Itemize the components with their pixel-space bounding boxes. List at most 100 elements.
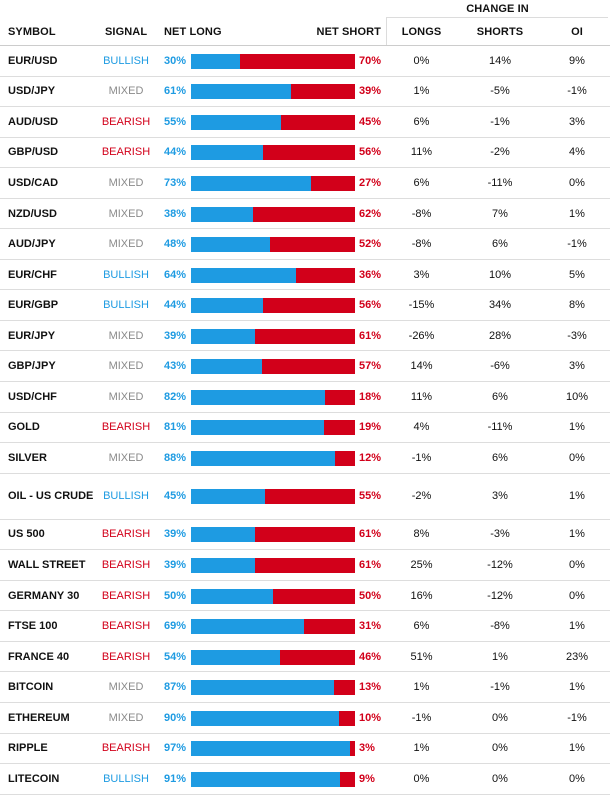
longs-change: -8% [411,238,432,251]
symbol-cell[interactable]: AUD/USD [8,115,59,128]
symbol-cell[interactable]: USD/CAD [8,176,59,189]
symbol-cell[interactable]: GERMANY 30 [8,589,80,602]
table-row[interactable]: RIPPLE BEARISH 97% 3% 1% 0% 1% [0,734,610,765]
table-row[interactable]: LITECOIN BULLISH 91% 9% 0% 0% 0% [0,764,610,795]
symbol-cell[interactable]: LITECOIN [8,772,60,785]
net-short-bar [340,771,355,787]
shorts-change: 14% [488,54,512,67]
symbol-cell[interactable]: AUD/JPY [8,238,56,251]
signal-cell: BEARISH [101,421,151,434]
signal-cell: MIXED [108,329,144,342]
table-row[interactable]: BITCOIN MIXED 87% 13% 1% -1% 1% [0,672,610,703]
net-short-bar [338,710,355,726]
net-short-bar [254,527,355,543]
symbol-cell[interactable]: USD/JPY [8,85,56,98]
symbol-cell[interactable]: EUR/JPY [8,329,56,342]
symbol-cell[interactable]: GOLD [8,421,40,434]
symbol-cell[interactable]: RIPPLE [8,742,48,755]
symbol-cell[interactable]: EUR/GBP [8,299,59,312]
symbol-cell[interactable]: SILVER [8,451,47,464]
net-short-value: 18% [359,390,382,403]
oi-change: 10% [565,390,589,403]
table-row[interactable]: USD/CHF MIXED 82% 18% 11% 6% 10% [0,382,610,413]
oi-change: 1% [569,528,585,541]
net-long-value: 45% [164,490,187,503]
table-row[interactable]: USD/CAD MIXED 73% 27% 6% -11% 0% [0,168,610,199]
longs-change: -2% [411,490,432,503]
longs-change: 16% [410,589,433,602]
signal-header[interactable]: SIGNAL [105,26,148,38]
symbol-cell[interactable]: GBP/JPY [8,360,56,373]
net-long-value: 44% [164,299,187,312]
oi-change: -1% [567,238,587,251]
table-row[interactable]: SILVER MIXED 88% 12% -1% 6% 0% [0,443,610,474]
table-row[interactable]: EUR/USD BULLISH 30% 70% 0% 14% 9% [0,46,610,77]
oi-header[interactable]: OI [571,26,583,38]
table-row[interactable]: AUD/USD BEARISH 55% 45% 6% -1% 3% [0,107,610,138]
table-row[interactable]: FTSE 100 BEARISH 69% 31% 6% -8% 1% [0,611,610,642]
net-short-value: 36% [359,268,382,281]
table-row[interactable]: ETHEREUM MIXED 90% 10% -1% 0% -1% [0,703,610,734]
symbol-cell[interactable]: EUR/USD [8,54,58,67]
net-long-value: 44% [164,146,187,159]
net-short-bar [323,420,355,436]
table-row[interactable]: WALL STREET BEARISH 39% 61% 25% -12% 0% [0,550,610,581]
longs-header[interactable]: LONGS [401,26,442,38]
net-long-bar [191,359,262,375]
signal-cell: MIXED [108,451,144,464]
symbol-cell[interactable]: FRANCE 40 [8,650,70,663]
symbol-header[interactable]: SYMBOL [8,26,56,38]
sentiment-bar [191,175,355,191]
table-row[interactable]: EUR/CHF BULLISH 64% 36% 3% 10% 5% [0,260,610,291]
table-row[interactable]: NZD/USD MIXED 38% 62% -8% 7% 1% [0,199,610,230]
table-row[interactable]: USD/JPY MIXED 61% 39% 1% -5% -1% [0,77,610,108]
table-row[interactable]: GBP/JPY MIXED 43% 57% 14% -6% 3% [0,352,610,383]
table-row[interactable]: OIL - US CRUDE BULLISH 45% 55% -2% 3% 1% [0,474,610,520]
net-long-bar [191,450,336,466]
symbol-cell[interactable]: EUR/CHF [8,268,57,281]
shorts-change: -11% [487,421,513,434]
table-row[interactable]: EUR/GBP BULLISH 44% 56% -15% 34% 8% [0,290,610,321]
signal-cell: BULLISH [103,490,149,503]
symbol-cell[interactable]: USD/CHF [8,390,57,403]
table-row[interactable]: EUR/JPY MIXED 39% 61% -26% 28% -3% [0,321,610,352]
shorts-header[interactable]: SHORTS [476,26,524,38]
signal-cell: MIXED [108,681,144,694]
symbol-cell[interactable]: FTSE 100 [8,620,58,633]
signal-cell: MIXED [108,238,144,251]
table-row[interactable]: GERMANY 30 BEARISH 50% 50% 16% -12% 0% [0,581,610,612]
oi-change: 9% [569,54,585,67]
sentiment-bar [191,680,355,696]
symbol-cell[interactable]: US 500 [8,528,45,541]
net-long-header[interactable]: NET LONG [164,26,222,38]
table-row[interactable]: AUD/JPY MIXED 48% 52% -8% 6% -1% [0,229,610,260]
net-short-value: 55% [359,490,382,503]
net-short-value: 45% [359,115,382,128]
shorts-change: -5% [490,85,510,98]
table-row[interactable]: US 500 BEARISH 39% 61% 8% -3% 1% [0,520,610,551]
sentiment-bar [191,489,355,505]
net-long-bar [191,84,292,100]
sentiment-bar [191,588,355,604]
longs-change: 0% [413,772,430,785]
symbol-cell[interactable]: WALL STREET [8,559,86,572]
table-row[interactable]: FRANCE 40 BEARISH 54% 46% 51% 1% 23% [0,642,610,673]
sentiment-bar [191,267,355,283]
column-divider [386,17,387,46]
symbol-cell[interactable]: GBP/USD [8,146,59,159]
symbol-cell[interactable]: OIL - US CRUDE [8,490,94,503]
symbol-cell[interactable]: BITCOIN [8,681,54,694]
change-in-divider [387,17,608,18]
net-long-bar [191,741,351,757]
signal-cell: BULLISH [103,54,149,67]
signal-cell: BEARISH [101,528,151,541]
net-short-value: 19% [359,421,382,434]
signal-cell: BEARISH [101,650,151,663]
symbol-cell[interactable]: NZD/USD [8,207,57,220]
net-short-bar [273,588,355,604]
table-row[interactable]: GBP/USD BEARISH 44% 56% 11% -2% 4% [0,138,610,169]
net-long-value: 87% [164,681,187,694]
net-short-header[interactable]: NET SHORT [316,26,381,38]
table-row[interactable]: GOLD BEARISH 81% 19% 4% -11% 1% [0,413,610,444]
symbol-cell[interactable]: ETHEREUM [8,711,70,724]
